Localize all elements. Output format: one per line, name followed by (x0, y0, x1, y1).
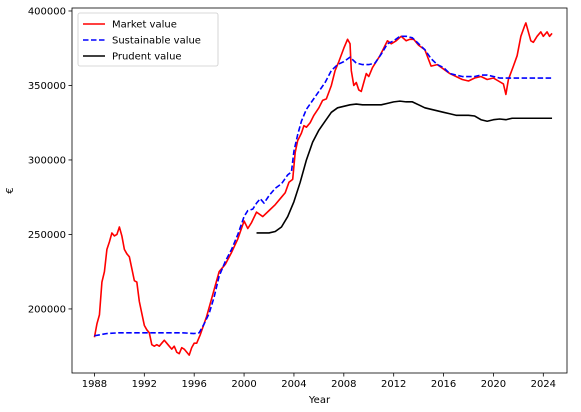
x-axis: 1988 1992 1996 2000 2004 2008 2012 2016 2020 2024 (82, 373, 556, 390)
series-line-2 (256, 100, 553, 234)
x-tick-label: 2020 (481, 379, 506, 390)
y-tick-label: 200000 (28, 304, 66, 315)
series-line-1 (94, 35, 553, 337)
y-tick-label: 250000 (28, 230, 66, 241)
x-tick-label: 2000 (231, 379, 256, 390)
y-axis-label: € (5, 187, 16, 193)
y-axis: 200000 250000 300000 350000 400000 (28, 6, 72, 315)
x-tick-label: 2012 (381, 379, 406, 390)
plot-frame (71, 7, 568, 374)
y-tick-label: 400000 (28, 6, 66, 17)
x-tick-label: 1996 (181, 379, 206, 390)
x-tick-label: 2016 (431, 379, 456, 390)
x-tick-label: 2008 (331, 379, 356, 390)
x-tick-label: 2024 (531, 379, 556, 390)
legend-label: Prudent value (112, 52, 182, 63)
x-tick-label: 2004 (281, 379, 306, 390)
legend-label: Market value (112, 20, 177, 31)
y-tick-label: 300000 (28, 155, 66, 166)
x-tick-label: 1988 (82, 379, 107, 390)
legend-box (77, 12, 219, 67)
legend: Market value Sustainable value Prudent val… (77, 12, 219, 67)
plot-lines (93, 22, 553, 356)
x-axis-label: Year (308, 395, 331, 406)
series-line-0 (93, 22, 553, 356)
legend-label: Sustainable value (112, 36, 201, 47)
y-tick-label: 350000 (28, 81, 66, 92)
x-tick-label: 1992 (132, 379, 157, 390)
